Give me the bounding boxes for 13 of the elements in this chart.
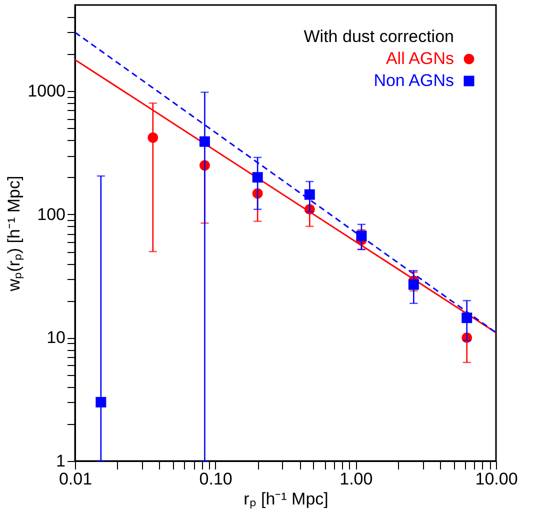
legend-title: With dust correction — [304, 27, 454, 46]
y-tick-label: 10 — [46, 328, 66, 348]
x-tick-label: 0.01 — [58, 470, 92, 488]
y-axis-title: wₚ(rₚ) [h⁻¹ Mpc] — [4, 176, 25, 292]
x-tick-label: 1.00 — [340, 470, 373, 488]
legend-label: All AGNs — [386, 49, 454, 68]
y-tick-label: 1 — [56, 452, 66, 470]
x-tick-label: 0.10 — [199, 470, 232, 488]
x-tick-label: 10.00 — [475, 470, 518, 488]
x-axis-title: rₚ [h⁻¹ Mpc] — [244, 490, 328, 510]
legend-label: Non AGNs — [374, 71, 454, 90]
y-tick-label: 1000 — [28, 82, 66, 101]
y-tick-label: 100 — [37, 204, 66, 224]
